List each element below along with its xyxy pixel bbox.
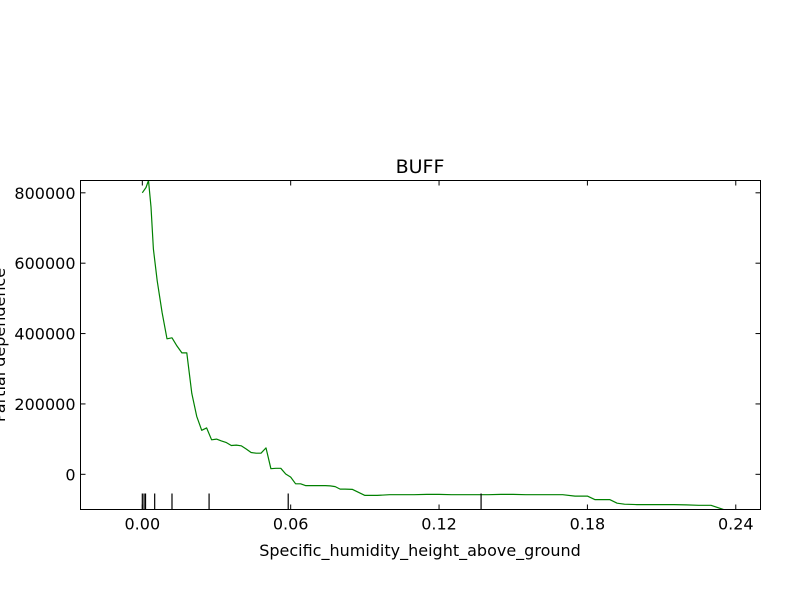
plot-area	[142, 181, 743, 510]
y-tick-label: 800000	[14, 184, 75, 203]
x-axis: 0.00 0.06 0.12 0.18 0.24	[125, 181, 754, 534]
y-tick-label: 0	[65, 465, 75, 484]
y-axis-label: Partial dependence	[0, 268, 9, 422]
chart-title: BUFF	[396, 156, 445, 178]
x-tick-label: 0.18	[570, 515, 606, 534]
x-tick-label: 0.12	[421, 515, 457, 534]
y-tick-label: 600000	[14, 254, 75, 273]
x-tick-label: 0.06	[273, 515, 309, 534]
x-axis-label: Specific_humidity_height_above_ground	[259, 541, 581, 561]
y-tick-label: 200000	[14, 395, 75, 414]
plot-frame	[81, 181, 761, 510]
y-axis: 0 200000 400000 600000 800000	[14, 184, 760, 484]
x-tick-label: 0.24	[718, 515, 754, 534]
series-line-0	[142, 181, 743, 510]
x-tick-label: 0.00	[125, 515, 161, 534]
y-tick-label: 400000	[14, 325, 75, 344]
